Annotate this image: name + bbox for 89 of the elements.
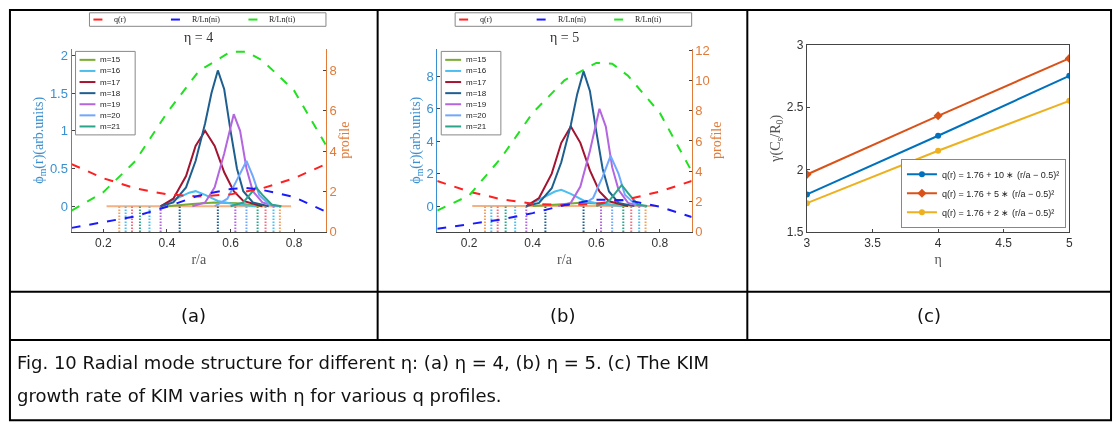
legend-label: m=21 bbox=[100, 122, 121, 131]
y-tick-label: 0 bbox=[60, 198, 68, 214]
line-series bbox=[71, 50, 326, 212]
legend-label: m=17 bbox=[466, 78, 487, 87]
x-tick-label: 4.5 bbox=[995, 236, 1013, 251]
x-axis-title: r/a bbox=[191, 251, 207, 267]
y-tick-label: 1 bbox=[60, 123, 68, 139]
line-series bbox=[437, 198, 692, 230]
legend-label: q(r) bbox=[480, 15, 493, 24]
line-series bbox=[71, 163, 326, 198]
y2-axis-title: profile bbox=[709, 121, 725, 159]
y-tick-label: 2 bbox=[60, 47, 68, 63]
x-tick-label: 4 bbox=[934, 236, 942, 251]
legend-label: q(r) = 1.76 + 5 ∗ (r/a − 0.5)² bbox=[941, 188, 1055, 199]
y2-tick-label: 8 bbox=[329, 63, 337, 79]
x-tick-label: 3.5 bbox=[864, 236, 882, 251]
y2-tick-label: 0 bbox=[329, 224, 337, 240]
legend-label: m=20 bbox=[100, 111, 121, 120]
y-tick-label: 8 bbox=[426, 68, 434, 84]
y2-tick-label: 6 bbox=[329, 103, 337, 119]
y-tick-label: 0 bbox=[426, 198, 434, 214]
y-tick-label: 2.5 bbox=[786, 100, 804, 115]
line-series bbox=[71, 186, 326, 229]
legend-label: m=18 bbox=[466, 89, 487, 98]
legend-label: m=15 bbox=[100, 55, 121, 64]
x-tick-label: 0.2 bbox=[95, 236, 113, 251]
line-series bbox=[595, 184, 649, 208]
caption: Fig. 10 Radial mode structure for different η: (a) η = 4, (b) η = 5. (c) The KIM bbox=[17, 352, 710, 373]
text: growth rate of KIM varies with η for various q profiles. bbox=[17, 385, 502, 406]
y2-tick-label: 0 bbox=[695, 224, 703, 240]
legend-label: m=18 bbox=[100, 89, 121, 98]
line-series bbox=[229, 186, 283, 208]
line-series bbox=[525, 70, 636, 208]
y2-tick-label: 2 bbox=[695, 194, 703, 210]
y2-axis-title: profile bbox=[336, 121, 352, 159]
text: (b) bbox=[550, 305, 576, 326]
line-series bbox=[437, 179, 692, 207]
legend-label: m=20 bbox=[466, 111, 487, 120]
legend-label: R/Ln(ti) bbox=[269, 15, 296, 24]
legend-label: m=16 bbox=[466, 66, 487, 75]
legend-label: m=21 bbox=[466, 122, 487, 131]
y-tick-label: 2 bbox=[796, 162, 804, 177]
y2-tick-label: 8 bbox=[695, 103, 703, 119]
x-tick-label: 0.2 bbox=[460, 236, 478, 251]
line-series bbox=[525, 125, 630, 208]
legend-label: m=15 bbox=[466, 55, 487, 64]
line-series bbox=[159, 129, 264, 208]
x-tick-label: 0.6 bbox=[587, 236, 605, 251]
y-tick-label: 6 bbox=[426, 101, 434, 117]
line-series bbox=[579, 154, 645, 208]
legend-label: m=17 bbox=[100, 78, 121, 87]
text: (a) bbox=[181, 305, 207, 326]
y2-tick-label: 2 bbox=[329, 184, 337, 200]
y-tick-label: 2 bbox=[426, 166, 434, 182]
x-axis-title: r/a bbox=[557, 251, 573, 267]
y-tick-label: 1.5 bbox=[49, 85, 68, 101]
legend-label: R/Ln(ni) bbox=[558, 15, 587, 24]
x-tick-label: 0.8 bbox=[285, 236, 303, 251]
y2-tick-label: 10 bbox=[695, 72, 710, 88]
line-series bbox=[213, 159, 280, 208]
line-series bbox=[437, 61, 692, 212]
y2-tick-label: 6 bbox=[695, 133, 703, 149]
y-tick-label: 0.5 bbox=[49, 161, 68, 177]
x-axis-title: η bbox=[934, 251, 942, 267]
chart-title: η = 5 bbox=[550, 30, 580, 45]
y2-tick-label: 4 bbox=[695, 163, 703, 179]
legend-label: R/Ln(ti) bbox=[635, 15, 662, 24]
legend-label: q(r) bbox=[114, 15, 127, 24]
x-tick-label: 5 bbox=[1065, 236, 1073, 251]
legend-label: m=16 bbox=[100, 66, 121, 75]
legend-label: m=19 bbox=[466, 100, 487, 109]
x-tick-label: 0.4 bbox=[158, 236, 176, 251]
y-tick-label: 3 bbox=[796, 37, 804, 52]
chart-title: η = 4 bbox=[184, 30, 214, 45]
line-series bbox=[557, 107, 642, 208]
line-series bbox=[159, 69, 270, 208]
x-tick-label: 0.6 bbox=[222, 236, 240, 251]
y-tick-label: 1.5 bbox=[786, 225, 804, 240]
y2-tick-label: 4 bbox=[329, 143, 337, 159]
y-tick-label: 4 bbox=[426, 133, 434, 149]
line-series bbox=[191, 113, 277, 208]
legend-label: R/Ln(ni) bbox=[192, 15, 221, 24]
x-tick-label: 0.8 bbox=[651, 236, 669, 251]
text: (c) bbox=[917, 305, 941, 326]
legend-label: m=19 bbox=[100, 100, 121, 109]
legend-label: q(r) = 1.76 + 2 ∗ (r/a − 0.5)² bbox=[941, 207, 1055, 218]
legend-label: q(r) = 1.76 + 10 ∗ (r/a − 0.5)² bbox=[941, 169, 1060, 180]
x-tick-label: 0.4 bbox=[524, 236, 542, 251]
y2-tick-label: 12 bbox=[695, 42, 710, 58]
